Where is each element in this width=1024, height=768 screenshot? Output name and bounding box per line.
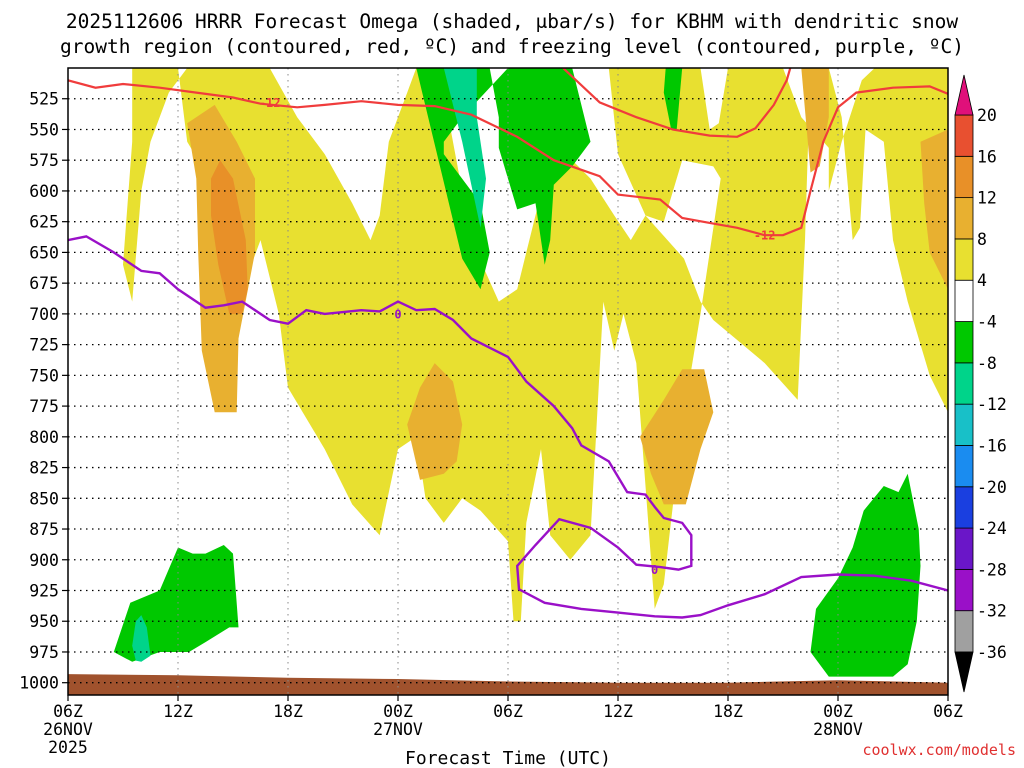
x-tick-label: 06Z xyxy=(933,702,963,721)
x-date-label: 26NOV xyxy=(43,720,93,739)
colorbar-tick-label: 4 xyxy=(977,271,987,290)
colorbar-tick-label: 12 xyxy=(977,189,997,208)
contours: -12 -12 0 0 xyxy=(68,68,948,619)
y-tick-label: 875 xyxy=(29,520,59,539)
colorbar-swatch xyxy=(954,238,974,281)
omega-region xyxy=(443,68,486,228)
y-tick-label: 900 xyxy=(29,551,59,570)
omega-region xyxy=(211,160,248,314)
x-tick-label: 18Z xyxy=(713,702,743,721)
omega-region xyxy=(640,369,714,505)
plot-area xyxy=(68,68,948,695)
colorbar-tick-label: 16 xyxy=(977,147,997,166)
omega-region xyxy=(416,68,591,290)
x-tick-label: 12Z xyxy=(163,702,193,721)
colorbar-max-arrow xyxy=(954,74,974,116)
x-tick-label: 18Z xyxy=(273,702,303,721)
colorbar-tick-label: -16 xyxy=(977,436,1007,455)
colorbar-tick-label: -20 xyxy=(977,478,1007,497)
y-tick-label: 825 xyxy=(29,459,59,478)
x-tick-label: 06Z xyxy=(493,702,523,721)
omega-region xyxy=(132,615,151,662)
colorbar-swatch xyxy=(954,197,974,240)
dgz-upper-contour xyxy=(562,68,792,138)
y-tick-label: 725 xyxy=(29,336,59,355)
colorbar-tick-label: -4 xyxy=(977,313,997,332)
x-tick-label: 12Z xyxy=(603,702,633,721)
y-tick-label: 775 xyxy=(29,397,59,416)
y-tick-label: 850 xyxy=(29,489,59,508)
colorbar-tick-label: -24 xyxy=(977,519,1007,538)
colorbar-tick-label: -8 xyxy=(977,354,997,373)
x-date-label: 27NOV xyxy=(373,720,423,739)
credit-link[interactable]: coolwx.com/models xyxy=(862,741,1016,759)
x-tick-label: 06Z xyxy=(53,702,83,721)
y-tick-label: 525 xyxy=(29,90,59,109)
x-axis-label: Forecast Time (UTC) xyxy=(405,748,611,768)
colorbar-swatch xyxy=(954,403,974,446)
colorbar: -36 -32 -28 -24 -20 -16 -12 -8 -4 4 8 12 16 20 xyxy=(954,74,1007,693)
colorbar-swatch xyxy=(954,445,974,488)
y-tick-label: 575 xyxy=(29,151,59,170)
y-tick-label: 1000 xyxy=(19,674,59,693)
x-tick-label: 00Z xyxy=(823,702,853,721)
y-axis: 525 550 575 600 625 650 675 700 725 750 775 800 825 8… xyxy=(19,90,68,693)
y-tick-label: 700 xyxy=(29,305,59,324)
y-tick-label: 675 xyxy=(29,274,59,293)
chart-title-line1: 2025112606 HRRR Forecast Omega (shaded, … xyxy=(66,10,958,33)
colorbar-tick-label: -28 xyxy=(977,560,1007,579)
y-tick-label: 750 xyxy=(29,366,59,385)
colorbar-tick-label: -12 xyxy=(977,395,1007,414)
colorbar-tick-label: 8 xyxy=(977,230,987,249)
omega-region xyxy=(920,129,948,290)
contour-label: -12 xyxy=(259,96,281,110)
y-tick-label: 625 xyxy=(29,213,59,232)
y-tick-label: 800 xyxy=(29,428,59,447)
y-tick-label: 975 xyxy=(29,643,59,662)
omega-region xyxy=(663,68,683,130)
colorbar-swatch xyxy=(954,362,974,405)
x-year-label: 2025 xyxy=(48,738,88,757)
colorbar-swatch xyxy=(954,568,974,612)
omega-region xyxy=(407,363,463,480)
x-date-label: 28NOV xyxy=(813,720,863,739)
colorbar-tick-label: 20 xyxy=(977,106,997,125)
ground-terrain xyxy=(68,674,948,695)
colorbar-swatch xyxy=(954,610,974,653)
contour-label: 0 xyxy=(651,563,658,577)
contour-label: -12 xyxy=(754,229,776,243)
colorbar-tick-label: -36 xyxy=(977,643,1007,662)
colorbar-swatch xyxy=(954,527,974,570)
chart-title-line2: growth region (contoured, red, ºC) and f… xyxy=(60,35,964,58)
colorbar-swatch xyxy=(954,279,974,322)
y-tick-label: 925 xyxy=(29,582,59,601)
y-tick-label: 650 xyxy=(29,243,59,262)
y-tick-label: 950 xyxy=(29,612,59,631)
grid xyxy=(68,68,948,695)
x-tick-label: 00Z xyxy=(383,702,413,721)
y-tick-label: 550 xyxy=(29,120,59,139)
omega-region xyxy=(123,68,948,622)
y-tick-label: 600 xyxy=(29,182,59,201)
colorbar-swatch xyxy=(954,486,974,529)
dgz-contour-line xyxy=(68,79,948,237)
colorbar-swatch xyxy=(954,155,974,199)
contour-label: 0 xyxy=(394,307,401,321)
colorbar-min-arrow xyxy=(954,651,974,693)
colorbar-tick-label: -32 xyxy=(977,602,1007,621)
freezing-level-line xyxy=(68,235,948,619)
colorbar-swatch xyxy=(954,321,974,364)
colorbar-swatch xyxy=(954,114,974,157)
